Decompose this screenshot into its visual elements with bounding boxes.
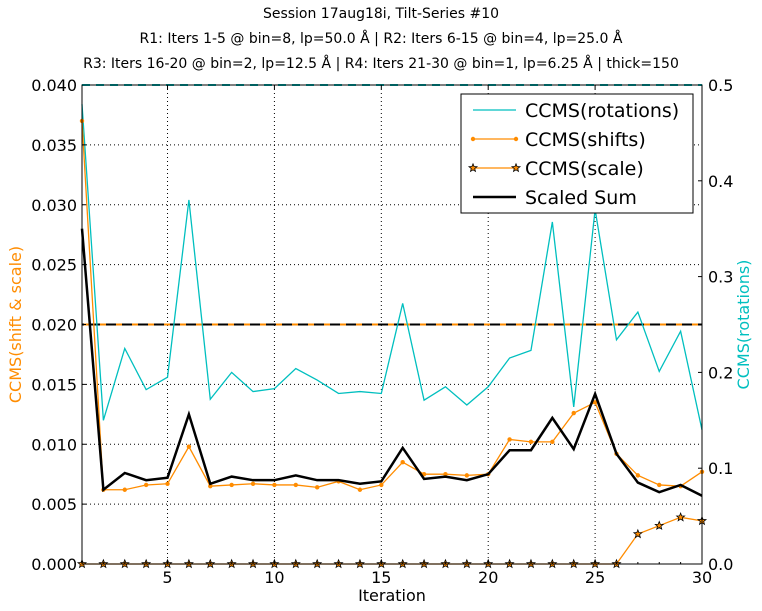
shifts-point [293, 482, 298, 488]
y-left-tick-label: 0.020 [31, 316, 77, 335]
x-tick-label: 5 [162, 568, 172, 587]
x-tick-label: 10 [264, 568, 284, 587]
legend-label: CCMS(scale) [525, 158, 644, 180]
x-tick-label: 20 [478, 568, 498, 587]
legend-marker [513, 136, 519, 142]
series-line-scaled-sum [80, 228, 703, 497]
series-line-ccms-rotations [81, 104, 703, 431]
series-line-ccms-shifts [81, 120, 703, 491]
shifts-point [507, 437, 512, 442]
shifts-point [443, 471, 448, 477]
legend-marker [470, 136, 476, 142]
shifts-point [379, 482, 384, 488]
shifts-point [635, 473, 641, 478]
shifts-point [357, 487, 363, 492]
series-line-ccms-scale [82, 516, 703, 565]
y-right-tick-label: 0.4 [708, 172, 733, 191]
shifts-point [143, 482, 149, 488]
y-right-tick-label: 0.3 [708, 268, 733, 287]
y-right-tick-label: 0.0 [708, 555, 733, 574]
y-left-tick-label: 0.010 [31, 435, 77, 454]
y-right-tick-label: 0.5 [708, 76, 733, 95]
tick-marks [81, 84, 703, 565]
shifts-point [550, 439, 555, 445]
scale-point [675, 511, 686, 522]
shifts-point [464, 473, 470, 478]
shifts-point [400, 460, 405, 465]
x-axis-label: Iteration [358, 586, 426, 605]
shifts-point [165, 481, 170, 486]
y-right-tick-label: 0.1 [708, 459, 733, 478]
y-left-tick-label: 0.005 [31, 495, 77, 514]
scale-point [632, 528, 643, 539]
shifts-point [229, 482, 234, 488]
tick-labels: 5 10 15 20 25 30 0.000 0.005 0.010 0.015 0.020 0.02… [31, 76, 733, 587]
y-axis-right-label: CCMS(rotations) [734, 260, 753, 390]
x-tick-label: 30 [692, 568, 712, 587]
y-left-tick-label: 0.040 [31, 76, 77, 95]
scale-point [654, 520, 665, 530]
shifts-point [122, 487, 127, 492]
y-left-tick-label: 0.035 [31, 136, 77, 155]
x-tick-label: 25 [585, 568, 605, 587]
legend-box [460, 93, 694, 214]
legend-label: CCMS(rotations) [525, 100, 679, 122]
shifts-point [657, 482, 662, 488]
y-left-tick-label: 0.000 [31, 555, 77, 574]
shifts-point [571, 410, 576, 416]
shifts-point [186, 444, 192, 449]
shifts-point [250, 481, 256, 486]
x-tick-label: 15 [371, 568, 391, 587]
legend-marker [510, 162, 522, 173]
y-right-tick-label: 0.2 [708, 363, 733, 382]
shifts-point [208, 483, 213, 489]
shifts-point [592, 400, 598, 405]
legend: CCMS(rotations) CCMS(shifts) CCMS(scale) Sc… [460, 93, 694, 214]
y-left-tick-label: 0.015 [31, 375, 77, 394]
y-left-tick-label: 0.025 [31, 256, 77, 275]
chart-title-line-3: R3: Iters 16-20 @ bin=2, lp=12.5 Å | R4:… [83, 56, 679, 72]
shifts-point [314, 485, 320, 490]
legend-label: CCMS(shifts) [525, 129, 646, 151]
legend-label: Scaled Sum [525, 187, 637, 209]
shifts-point [528, 439, 534, 445]
y-left-tick-label: 0.030 [31, 196, 77, 215]
chart-title-line-1: Session 17aug18i, Tilt-Series #10 [262, 6, 500, 22]
legend-marker [467, 162, 479, 173]
chart-title-line-2: R1: Iters 1-5 @ bin=8, lp=50.0 Å | R2: I… [139, 31, 623, 47]
y-axis-left-label: CCMS(shift & scale) [6, 246, 25, 403]
shifts-point [272, 482, 277, 488]
